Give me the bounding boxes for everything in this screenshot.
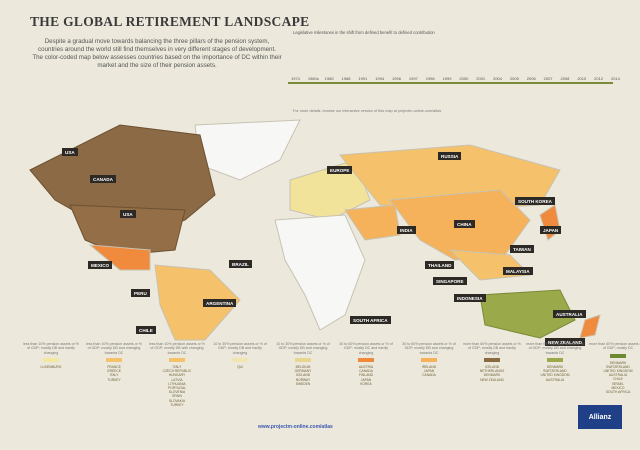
country-label-india: INDIA xyxy=(397,226,416,234)
timeline-year-13: 2005 xyxy=(510,76,519,81)
timeline-year-4: 1991 xyxy=(358,76,367,81)
country-label-europe: EUROPE xyxy=(327,166,352,174)
legend-column-9: more than 60% pension assets or % of GDP… xyxy=(589,342,640,394)
country-label-peru: PERU xyxy=(131,289,150,297)
timeline-year-12: 2004 xyxy=(493,76,502,81)
legend-heading: 30 to 60% pension assets or % of GDP; mo… xyxy=(337,342,395,355)
country-label-malaysia: MALAYSIA xyxy=(503,267,533,275)
timeline-year-1: 1980s xyxy=(308,76,319,81)
japan-shape xyxy=(540,205,560,240)
legend-column-4: 10 to 30% pension assets or % of GDP; mo… xyxy=(274,342,332,386)
timeline-year-7: 1997 xyxy=(409,76,418,81)
country-label-south-africa: SOUTH AFRICA xyxy=(350,316,391,324)
timeline-year-10: 2000 xyxy=(459,76,468,81)
legend-column-7: more than 60% pension assets or % of GDP… xyxy=(463,342,521,382)
page-title: THE GLOBAL RETIREMENT LANDSCAPE xyxy=(30,14,280,30)
legend-country: NEW ZEALAND xyxy=(463,378,521,382)
legend-country: AUSTRALIA xyxy=(526,378,584,382)
legend: less than 10% pension assets or % of GDP… xyxy=(0,342,640,437)
timeline-year-8: 1998 xyxy=(426,76,435,81)
country-label-mexico: MEXICO xyxy=(88,261,112,269)
legend-country: QUI xyxy=(211,365,269,369)
legend-country: TURKEY xyxy=(85,378,143,382)
legend-heading: more than 60% pension assets or % of GDP… xyxy=(526,342,584,355)
legend-heading: more than 60% pension assets or % of GDP… xyxy=(463,342,521,355)
legend-heading: 30 to 60% pension assets or % of GDP; mo… xyxy=(400,342,458,355)
timeline-year-18: 2012 xyxy=(594,76,603,81)
legend-swatch xyxy=(547,358,563,362)
new-zealand-shape xyxy=(580,315,600,338)
legend-country: CANADA xyxy=(400,373,458,377)
legend-swatch xyxy=(106,358,122,362)
legend-swatch xyxy=(358,358,374,362)
footer-url[interactable]: www.projectm-online.com/atlas xyxy=(258,424,333,430)
legend-swatch xyxy=(421,358,437,362)
timeline-year-16: 2008 xyxy=(560,76,569,81)
timeline-year-15: 2007 xyxy=(544,76,553,81)
legend-swatch xyxy=(610,354,626,358)
legend-column-8: more than 60% pension assets or % of GDP… xyxy=(526,342,584,382)
legend-country: LUXEMBURG xyxy=(22,365,80,369)
africa-shape xyxy=(275,215,365,330)
timeline-year-3: 1988 xyxy=(342,76,351,81)
country-label-south-korea: SOUTH KOREA xyxy=(515,197,555,205)
south-east-asia-shape xyxy=(450,250,530,280)
legend-heading: 10 to 30% pension assets or % of GDP; mo… xyxy=(274,342,332,355)
timeline-year-5: 1994 xyxy=(375,76,384,81)
country-label-japan: JAPAN xyxy=(540,226,561,234)
country-label-thailand: THAILAND xyxy=(425,261,454,269)
legend-swatch xyxy=(295,358,311,362)
timeline-title: Legislative milestones in the shift from… xyxy=(293,30,435,35)
country-label-brazil: BRAZIL xyxy=(229,260,252,268)
timeline-year-11: 2001 xyxy=(476,76,485,81)
timeline-year-17: 2010 xyxy=(577,76,586,81)
legend-heading: less than 10% pension assets or % of GDP… xyxy=(22,342,80,355)
legend-country: SWEDEN xyxy=(274,382,332,386)
country-label-argentina: ARGENTINA xyxy=(203,299,236,307)
legend-country: TURKEY xyxy=(148,403,206,407)
legend-heading: 10 to 30% pension assets or % of GDP; mo… xyxy=(211,342,269,355)
country-label-singapore: SINGAPORE xyxy=(433,277,467,285)
country-label-usa: USA xyxy=(120,210,136,218)
legend-column-6: 30 to 60% pension assets or % of GDP; mo… xyxy=(400,342,458,378)
legend-swatch xyxy=(232,358,248,362)
legend-heading: more than 60% pension assets or % of GDP… xyxy=(589,342,640,351)
timeline-axis xyxy=(288,82,613,84)
country-label-chile: CHILE xyxy=(136,326,156,334)
legend-column-3: 10 to 30% pension assets or % of GDP; mo… xyxy=(211,342,269,369)
legend-country: SOUTH AFRICA xyxy=(589,390,640,394)
timeline-year-19: 2014 xyxy=(611,76,620,81)
country-label-usa: USA xyxy=(62,148,78,156)
country-label-canada: CANADA xyxy=(90,175,116,183)
greenland-shape xyxy=(195,120,300,180)
country-label-taiwan: TAIWAN xyxy=(510,245,534,253)
timeline-year-14: 2006 xyxy=(527,76,536,81)
legend-country: KOREA xyxy=(337,382,395,386)
legend-column-2: less than 10% pension assets or % of GDP… xyxy=(148,342,206,407)
legend-column-5: 30 to 60% pension assets or % of GDP; mo… xyxy=(337,342,395,386)
legislative-timeline: Legislative milestones in the shift from… xyxy=(283,12,623,117)
country-label-indonesia: INDONESIA xyxy=(454,294,486,302)
timeline-year-9: 1999 xyxy=(443,76,452,81)
timeline-year-0: 1974 xyxy=(291,76,300,81)
country-label-australia: AUSTRALIA xyxy=(553,310,586,318)
legend-heading: less than 10% pension assets or % of GDP… xyxy=(148,342,206,355)
legend-swatch xyxy=(169,358,185,362)
legend-column-0: less than 10% pension assets or % of GDP… xyxy=(22,342,80,369)
timeline-year-6: 1996 xyxy=(392,76,401,81)
timeline-year-2: 1985 xyxy=(325,76,334,81)
legend-swatch xyxy=(43,358,59,362)
legend-column-1: less than 10% pension assets or % of GDP… xyxy=(85,342,143,382)
legend-heading: less than 10% pension assets or % of GDP… xyxy=(85,342,143,355)
intro-text: Despite a gradual move towards balancing… xyxy=(32,38,282,70)
country-label-china: CHINA xyxy=(454,220,475,228)
allianz-logo: Allianz xyxy=(578,405,622,429)
legend-swatch xyxy=(484,358,500,362)
country-label-russia: RUSSIA xyxy=(438,152,461,160)
